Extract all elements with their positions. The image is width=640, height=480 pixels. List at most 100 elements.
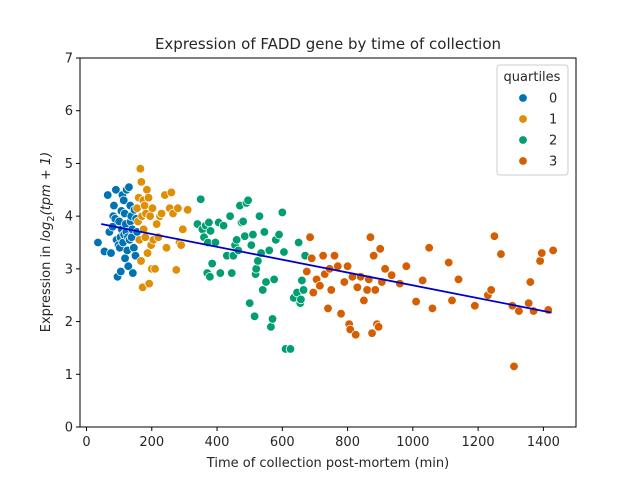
point-quartile-1: [145, 211, 155, 221]
legend: quartiles 0 1 2 3: [496, 64, 569, 176]
point-quartile-2: [204, 217, 214, 228]
y-axis-label-suffix: (tpm + 1): [39, 152, 54, 216]
point-quartile-2: [196, 194, 206, 204]
point-quartile-3: [365, 232, 376, 242]
point-quartile-3: [380, 264, 390, 274]
x-tick-label: 800: [335, 435, 360, 450]
point-quartile-2: [225, 211, 235, 221]
point-quartile-3: [339, 277, 349, 287]
trend-line: [101, 223, 552, 314]
point-quartile-2: [264, 245, 274, 256]
point-quartile-3: [444, 257, 454, 268]
point-quartile-2: [298, 285, 309, 295]
legend-box: [496, 64, 569, 176]
point-quartile-2: [251, 264, 261, 274]
point-quartile-2: [215, 268, 225, 278]
data-points: [93, 164, 558, 372]
point-quartile-2: [205, 272, 215, 282]
point-quartile-3: [525, 277, 535, 287]
point-quartile-0: [111, 185, 121, 195]
point-quartile-1: [143, 193, 154, 203]
trend-line-layer: [101, 223, 552, 314]
point-quartile-3: [342, 261, 353, 271]
point-quartile-1: [150, 264, 160, 274]
y-tick-label: 5: [65, 157, 73, 172]
point-quartile-0: [119, 195, 129, 206]
point-quartile-2: [248, 229, 258, 240]
point-quartile-1: [142, 248, 153, 258]
point-quartile-2: [279, 247, 289, 257]
point-quartile-3: [305, 232, 315, 242]
point-quartile-2: [218, 220, 229, 231]
point-quartile-2: [227, 268, 237, 278]
point-quartile-3: [447, 295, 457, 306]
point-quartile-1: [139, 200, 150, 211]
y-axis-ticks: 0 1 2 3 4 5 6 7: [65, 52, 80, 436]
point-quartile-3: [470, 301, 480, 311]
point-quartile-3: [411, 296, 421, 307]
x-axis-label: Time of collection post-mortem (min): [206, 456, 449, 471]
y-tick-label: 1: [65, 368, 73, 383]
point-quartile-2: [267, 314, 278, 324]
point-quartile-3: [535, 256, 545, 266]
point-quartile-3: [548, 245, 558, 256]
point-quartile-3: [537, 248, 547, 258]
point-quartile-2: [207, 258, 217, 269]
point-quartile-0: [129, 243, 139, 253]
point-quartile-1: [142, 185, 152, 195]
point-quartile-3: [514, 306, 524, 316]
point-quartile-1: [166, 187, 177, 198]
point-quartile-1: [135, 164, 146, 174]
legend-marker-1: [518, 114, 528, 124]
point-quartile-3: [524, 298, 534, 308]
point-quartile-3: [308, 287, 318, 298]
point-quartile-2: [297, 275, 307, 286]
y-axis-label-math: log: [39, 222, 54, 242]
point-quartile-2: [285, 344, 296, 354]
point-quartile-3: [369, 251, 379, 261]
point-quartile-3: [326, 285, 336, 295]
point-quartile-3: [359, 295, 369, 306]
y-axis-label-prefix: Expression in: [39, 242, 54, 333]
chart-title: Expression of FADD gene by time of colle…: [155, 35, 501, 53]
point-quartile-3: [318, 251, 328, 261]
point-quartile-1: [183, 205, 193, 215]
point-quartile-2: [266, 322, 276, 332]
point-quartile-2: [274, 229, 284, 240]
point-quartile-1: [176, 240, 186, 250]
point-quartile-3: [352, 282, 363, 292]
point-quartile-1: [152, 219, 162, 229]
point-quartile-1: [136, 177, 147, 187]
point-quartile-2: [253, 256, 263, 266]
x-tick-label: 1400: [527, 435, 560, 450]
point-quartile-0: [106, 248, 116, 258]
x-tick-label: 1200: [462, 435, 495, 450]
point-quartile-2: [293, 237, 304, 248]
x-tick-label: 1000: [396, 435, 429, 450]
legend-label-2: 2: [549, 134, 557, 149]
legend-marker-2: [518, 135, 528, 145]
point-quartile-3: [329, 251, 340, 261]
point-quartile-3: [496, 249, 506, 259]
point-quartile-1: [156, 208, 167, 219]
point-quartile-3: [489, 231, 500, 241]
point-quartile-1: [144, 278, 154, 289]
legend-label-1: 1: [549, 113, 557, 128]
point-quartile-0: [93, 237, 103, 248]
point-quartile-0: [120, 253, 130, 263]
x-tick-label: 400: [205, 435, 230, 450]
y-axis-label: Expression in log2(tpm + 1): [39, 152, 57, 332]
legend-title: quartiles: [504, 70, 561, 85]
point-quartile-2: [259, 227, 270, 237]
point-quartile-0: [116, 266, 126, 277]
point-quartile-0: [123, 261, 133, 271]
point-quartile-3: [386, 270, 397, 280]
point-quartile-3: [307, 253, 317, 263]
point-quartile-2: [258, 285, 268, 295]
point-quartile-3: [302, 266, 312, 277]
point-quartile-3: [509, 361, 519, 372]
legend-label-0: 0: [549, 92, 557, 107]
point-quartile-2: [296, 294, 306, 305]
y-tick-label: 7: [65, 52, 73, 67]
